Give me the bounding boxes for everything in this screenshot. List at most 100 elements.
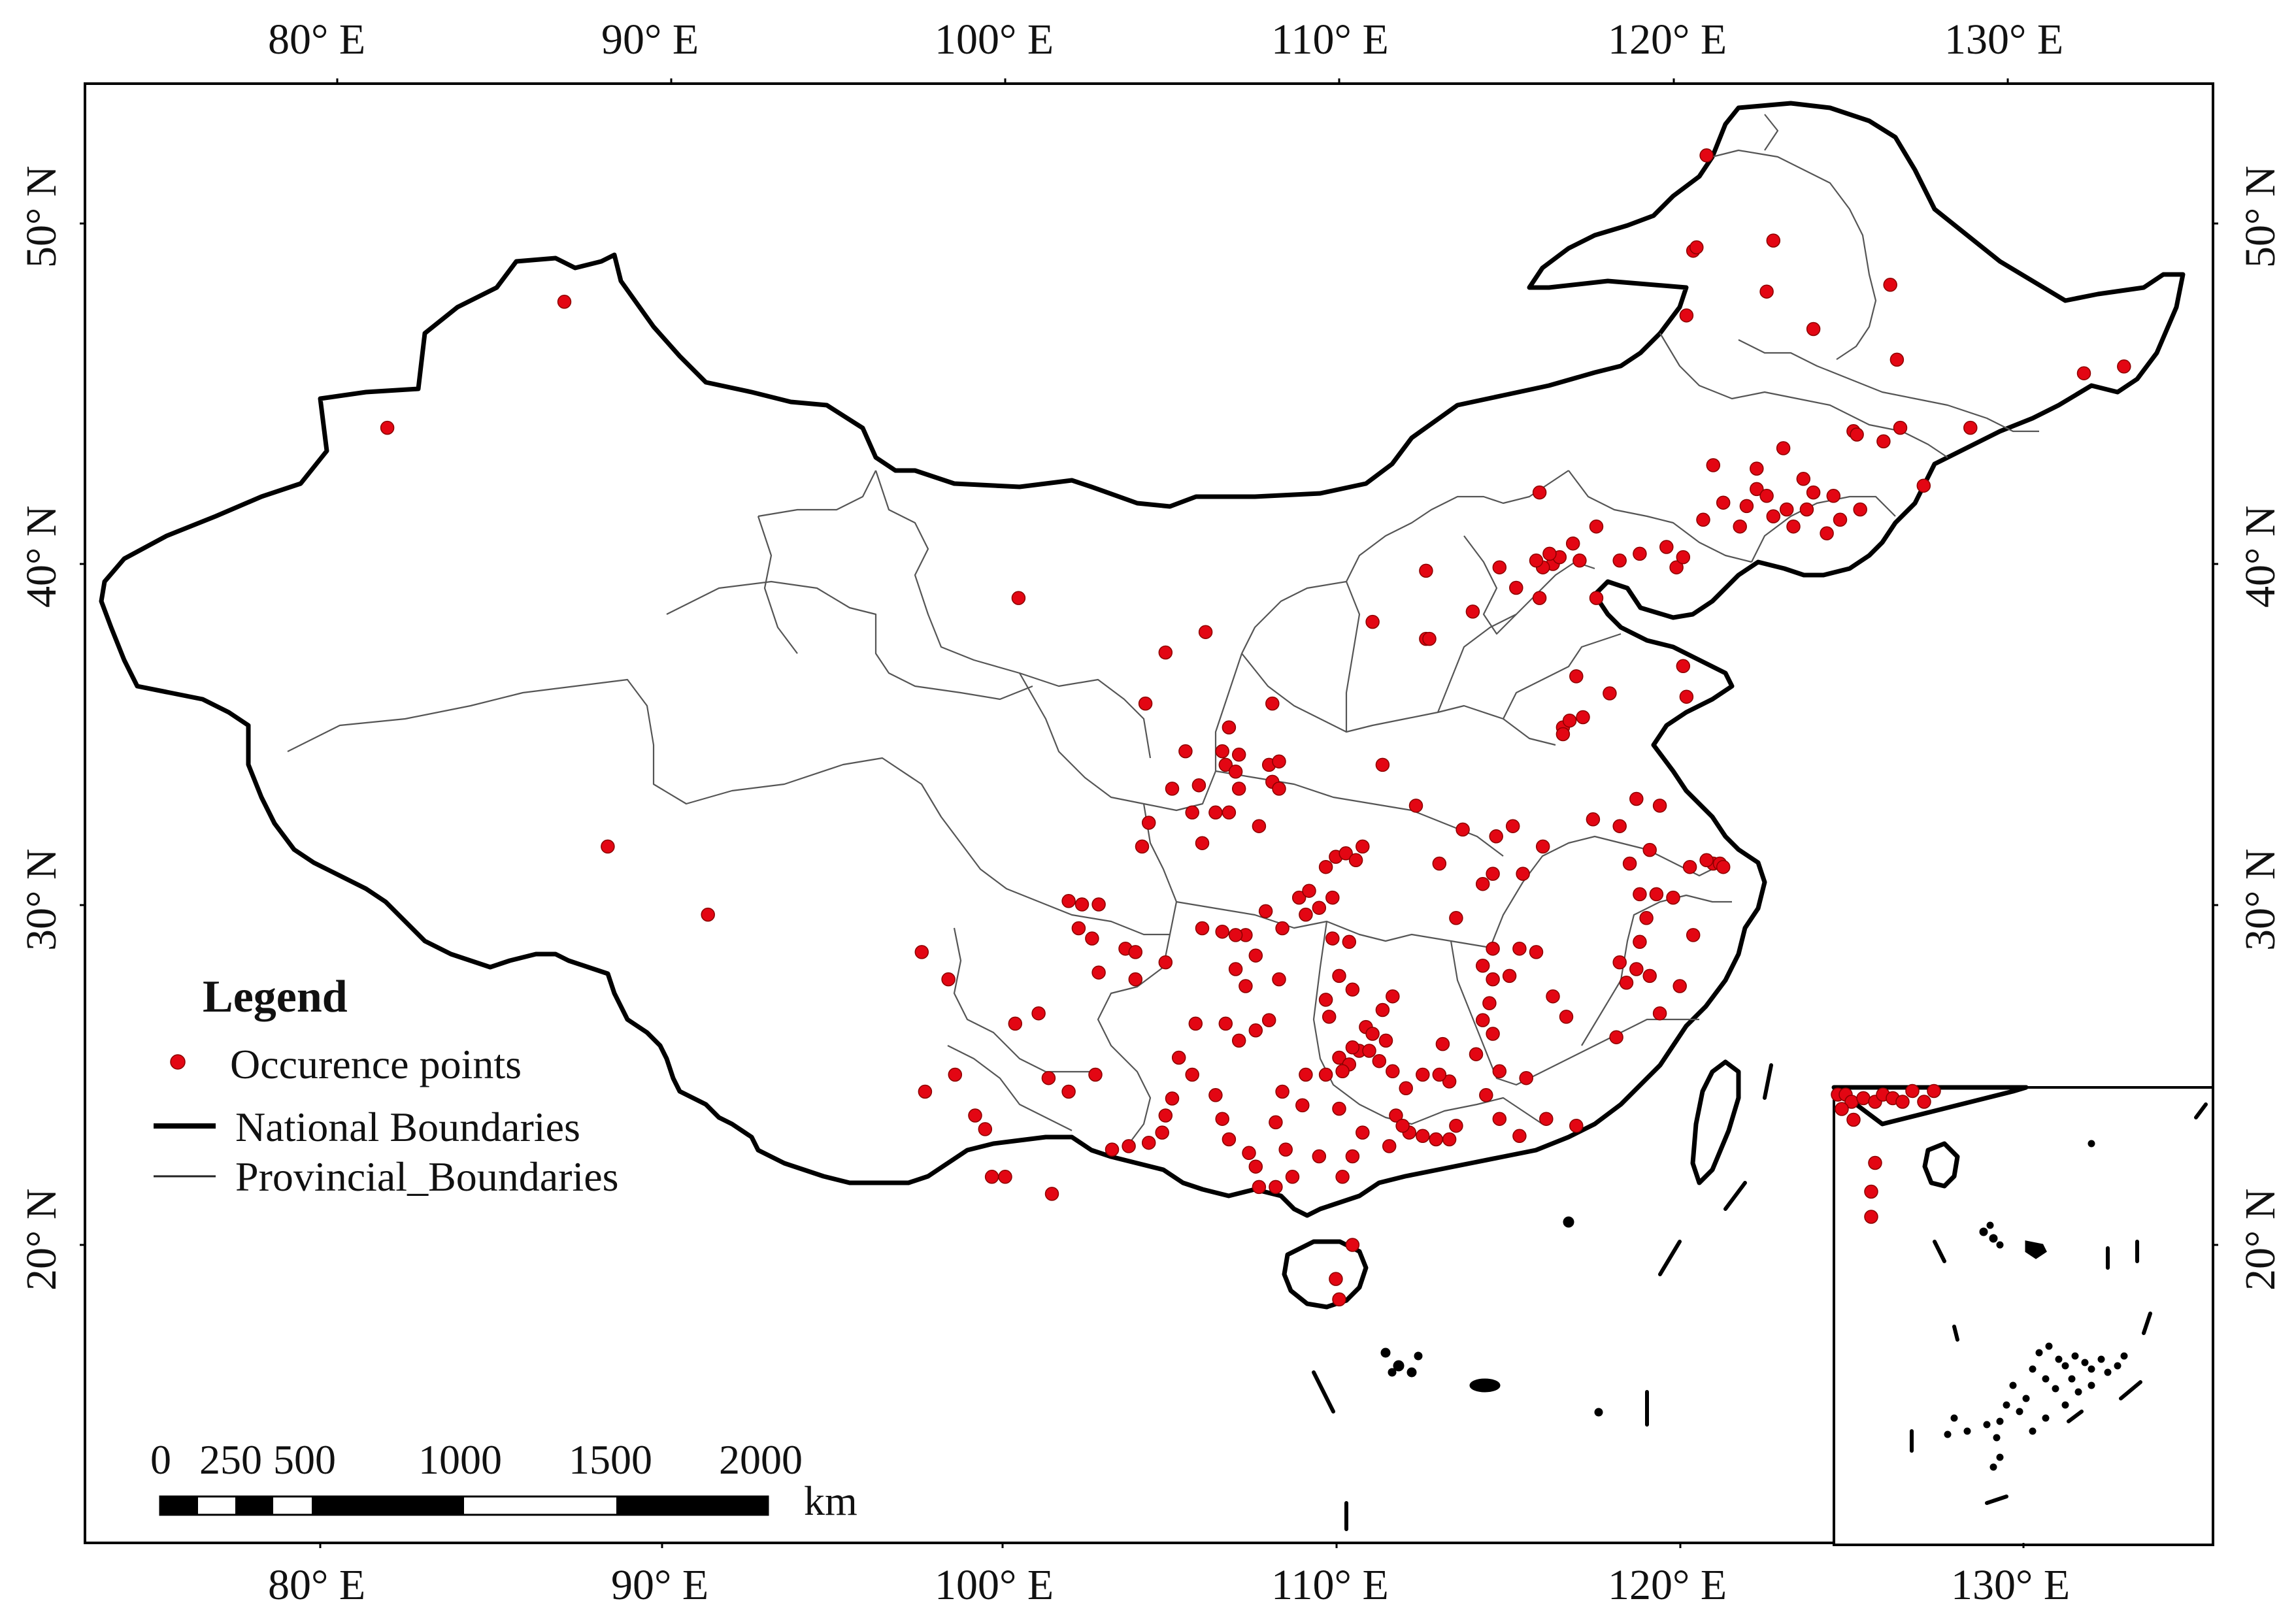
- occurrence-point: [1269, 1180, 1283, 1195]
- occurrence-point: [1569, 669, 1584, 684]
- occurrence-point: [1629, 791, 1644, 806]
- china-national-boundary: [99, 101, 2186, 1218]
- occurrence-point: [1386, 1064, 1400, 1079]
- occurrence-point: [1345, 1238, 1360, 1252]
- occurrence-point: [1231, 782, 1246, 796]
- occurrence-point: [918, 1084, 933, 1099]
- occurrence-point: [1342, 934, 1357, 950]
- frame-ticks: [80, 78, 2218, 1548]
- occurrence-point: [1272, 754, 1286, 769]
- occurrence-point: [1806, 485, 1821, 500]
- left-tick-50: 50° N: [18, 165, 65, 268]
- occurrence-point: [1679, 689, 1694, 704]
- occurrence-point: [1963, 420, 1978, 435]
- occurrence-point: [1138, 696, 1153, 711]
- occurrence-point: [1165, 1091, 1180, 1106]
- occurrence-point: [1318, 859, 1333, 874]
- legend-item-occurrence: Occurence points: [230, 1041, 522, 1087]
- occurrence-point: [1158, 645, 1173, 660]
- occurrence-point: [1750, 461, 1764, 476]
- occurrence-point: [1191, 778, 1206, 793]
- occurrence-point: [1572, 554, 1587, 568]
- occurrence-point: [1759, 489, 1774, 503]
- legend: Legend Occurence points National Boundar…: [154, 972, 619, 1200]
- inset-occurrence-point: [1927, 1083, 1941, 1099]
- occurrence-point: [1435, 1036, 1450, 1051]
- top-tick-130: 130° E: [1944, 16, 2063, 63]
- occurrence-point: [1699, 148, 1714, 163]
- occurrence-point: [1299, 1067, 1313, 1082]
- occurrence-point: [1332, 968, 1346, 984]
- occurrence-point: [1469, 1047, 1484, 1061]
- occurrence-point: [1248, 1159, 1263, 1174]
- south-china-sea-inset: [1833, 1086, 2214, 1546]
- occurrence-point: [1669, 560, 1684, 574]
- occurrence-point: [1589, 591, 1604, 605]
- inset-occurrence-point: [1895, 1095, 1910, 1109]
- occurrence-point: [1365, 614, 1380, 629]
- provincial-boundaries: [287, 114, 2039, 1151]
- hainan-island: [1282, 1239, 1369, 1310]
- occurrence-point: [1652, 799, 1667, 813]
- occurrence-point: [1486, 941, 1500, 956]
- occurrence-point: [1850, 427, 1864, 442]
- occurrence-point: [1482, 996, 1497, 1010]
- occurrence-point: [1231, 748, 1246, 762]
- occurrence-point: [1629, 962, 1644, 976]
- occurrence-point: [1535, 839, 1550, 854]
- occurrence-point: [1128, 972, 1143, 987]
- occurrence-point: [1302, 884, 1316, 898]
- occurrence-point: [1258, 904, 1273, 919]
- occurrence-point: [1633, 934, 1647, 950]
- occurrence-point: [1576, 710, 1590, 725]
- occurrence-point: [1091, 897, 1106, 912]
- occurrence-point: [1716, 495, 1731, 510]
- occurrence-point: [1529, 945, 1544, 959]
- occurrence-point: [1916, 478, 1931, 493]
- occurrence-point: [1633, 887, 1647, 902]
- inset-occurrence-points-layer: [1831, 1083, 1941, 1224]
- occurrence-point: [701, 907, 715, 922]
- occurrence-point: [1676, 550, 1691, 565]
- occurrence-point: [1386, 989, 1400, 1004]
- occurrence-point: [601, 839, 615, 854]
- occurrence-point: [1375, 1002, 1390, 1017]
- occurrence-point: [1766, 509, 1781, 523]
- occurrence-point: [1222, 1132, 1237, 1147]
- occurrence-point: [1853, 502, 1867, 517]
- occurrence-point: [1492, 560, 1507, 574]
- occurrence-point: [1345, 1149, 1360, 1164]
- occurrence-point: [1345, 1040, 1360, 1055]
- bottom-longitude-labels: 80° E 90° E 100° E 110° E 120° E 130° E: [268, 1561, 2070, 1609]
- occurrence-point: [1642, 842, 1657, 857]
- occurrence-point: [1195, 836, 1210, 850]
- occurrence-point: [2117, 359, 2131, 374]
- occurrence-point: [1071, 921, 1086, 936]
- occurrence-point: [1218, 757, 1233, 772]
- occurrence-point: [1044, 1187, 1059, 1201]
- occurrence-point: [1242, 1146, 1256, 1161]
- occurrence-point: [1285, 1170, 1300, 1184]
- occurrence-point: [1559, 1010, 1574, 1024]
- occurrence-point: [941, 972, 956, 987]
- scale-label-250: 250: [199, 1436, 262, 1483]
- occurrence-point: [1158, 1108, 1173, 1123]
- occurrence-point: [1546, 989, 1560, 1004]
- occurrence-point: [1339, 846, 1353, 861]
- occurrence-point: [1165, 782, 1180, 796]
- occurrence-point: [1489, 829, 1503, 844]
- occurrence-point: [2076, 366, 2091, 380]
- occurrence-point: [948, 1067, 963, 1082]
- occurrence-point: [1609, 1030, 1623, 1044]
- occurrence-point: [1228, 962, 1243, 976]
- occurrence-point: [1716, 859, 1731, 874]
- occurrence-point: [1269, 1115, 1283, 1130]
- occurrence-point: [1416, 1129, 1430, 1144]
- occurrence-point: [1295, 1098, 1310, 1113]
- inset-geography: [1831, 1085, 2208, 1505]
- occurrence-point: [1362, 1044, 1376, 1058]
- occurrence-point: [1416, 1067, 1430, 1082]
- occurrence-point: [1158, 955, 1173, 970]
- bottom-tick-110: 110° E: [1271, 1561, 1389, 1609]
- occurrence-point: [1228, 765, 1243, 779]
